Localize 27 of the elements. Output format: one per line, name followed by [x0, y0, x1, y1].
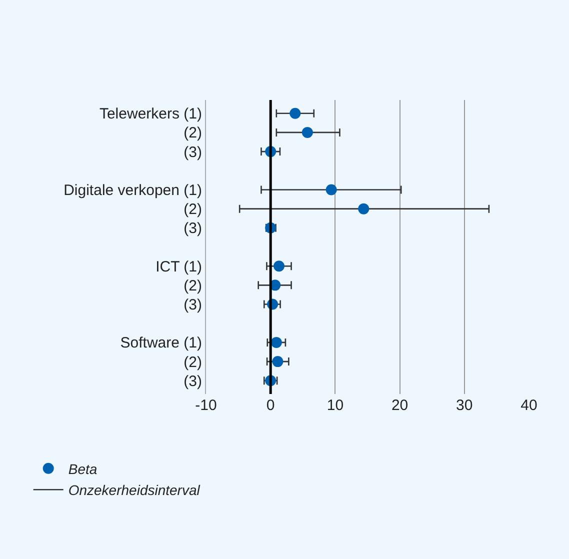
y-tick-label: Software (1)	[120, 334, 202, 352]
y-tick-label: (2)	[184, 354, 202, 371]
point	[272, 356, 284, 368]
y-tick-label: (2)	[184, 201, 202, 218]
y-tick-label: (2)	[184, 277, 202, 294]
y-tick-label: ICT (1)	[156, 258, 202, 276]
y-tick-label: Telewerkers (1)	[99, 106, 202, 123]
y-tick-label: Digitale verkopen (1)	[64, 182, 202, 199]
y-tick-label: (3)	[184, 372, 202, 390]
text: Onzekerheidsinterval	[68, 482, 201, 498]
y-tick-label: (3)	[184, 220, 202, 238]
point	[270, 336, 282, 348]
y-tick-label: (2)	[184, 124, 202, 142]
x-tick-label: -10	[195, 397, 217, 414]
point	[302, 126, 313, 138]
y-tick-label: (3)	[184, 296, 202, 314]
x-tick-label: 40	[520, 397, 538, 414]
legend-label: Beta	[68, 460, 98, 477]
point	[290, 108, 301, 119]
x-tick-label: 10	[326, 397, 344, 414]
point	[274, 260, 284, 272]
y-tick-label: (3)	[184, 144, 202, 161]
x-tick-label: 30	[456, 397, 473, 414]
x-tick-label: 20	[391, 397, 408, 414]
x-tick-label: 0	[266, 397, 275, 414]
point	[326, 184, 337, 196]
point	[358, 203, 370, 214]
